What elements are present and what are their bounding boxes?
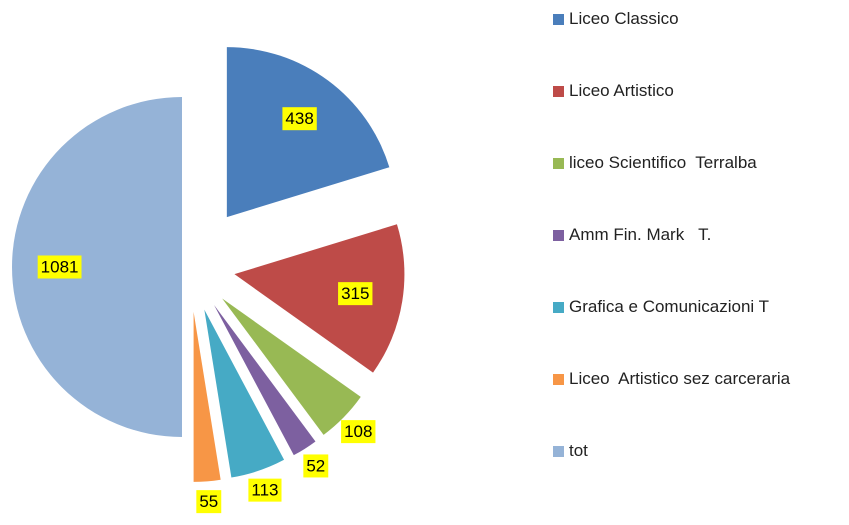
data-label-bg [338,282,373,306]
pie-slice [214,305,316,456]
legend-swatch [553,230,564,241]
legend-item: Liceo Artistico sez carceraria [553,366,843,438]
pie-slice [234,224,405,373]
legend-item: Grafica e Comunicazioni T [553,294,843,366]
data-label: 438 [285,109,313,128]
data-label: 1081 [41,257,79,276]
legend-item: Liceo Classico [553,6,843,78]
legend-item: Amm Fin. Mark T. [553,222,843,294]
data-label-bg [303,454,329,478]
legend-swatch [553,86,564,97]
legend: Liceo Classico Liceo Artistico liceo Scien… [553,6,843,510]
pie-slice [226,47,390,218]
data-label-bg [37,255,82,279]
legend-swatch [553,158,564,169]
pie-slice [12,97,182,437]
data-label: 52 [306,456,325,475]
pie-slice [193,311,221,482]
legend-label: Amm Fin. Mark T. [569,225,712,244]
data-label: 315 [341,284,369,303]
data-label: 113 [251,481,278,500]
legend-label: Liceo Classico [569,9,679,28]
pie-slice [222,298,361,435]
data-label: 55 [199,492,218,511]
legend-label: Liceo Artistico [569,81,674,100]
data-label: 108 [344,422,372,441]
legend-swatch [553,446,564,457]
legend-item: liceo Scientifico Terralba [553,150,843,222]
legend-swatch [553,14,564,25]
chart: 438 315 108 52 113 55 1081 [12,47,405,514]
legend-label: Liceo Artistico sez carceraria [569,369,791,388]
legend-swatch [553,374,564,385]
legend-item: Liceo Artistico [553,78,843,150]
legend-label: Grafica e Comunicazioni T [569,297,769,316]
legend-label: tot [569,441,588,460]
data-label-bg [282,107,317,131]
data-label-bg [248,478,282,502]
legend-swatch [553,302,564,313]
data-label-bg [196,490,222,514]
data-label-bg [341,420,376,444]
pie-slice [204,309,285,478]
legend-label: liceo Scientifico Terralba [569,153,757,172]
legend-item: tot [553,438,843,510]
